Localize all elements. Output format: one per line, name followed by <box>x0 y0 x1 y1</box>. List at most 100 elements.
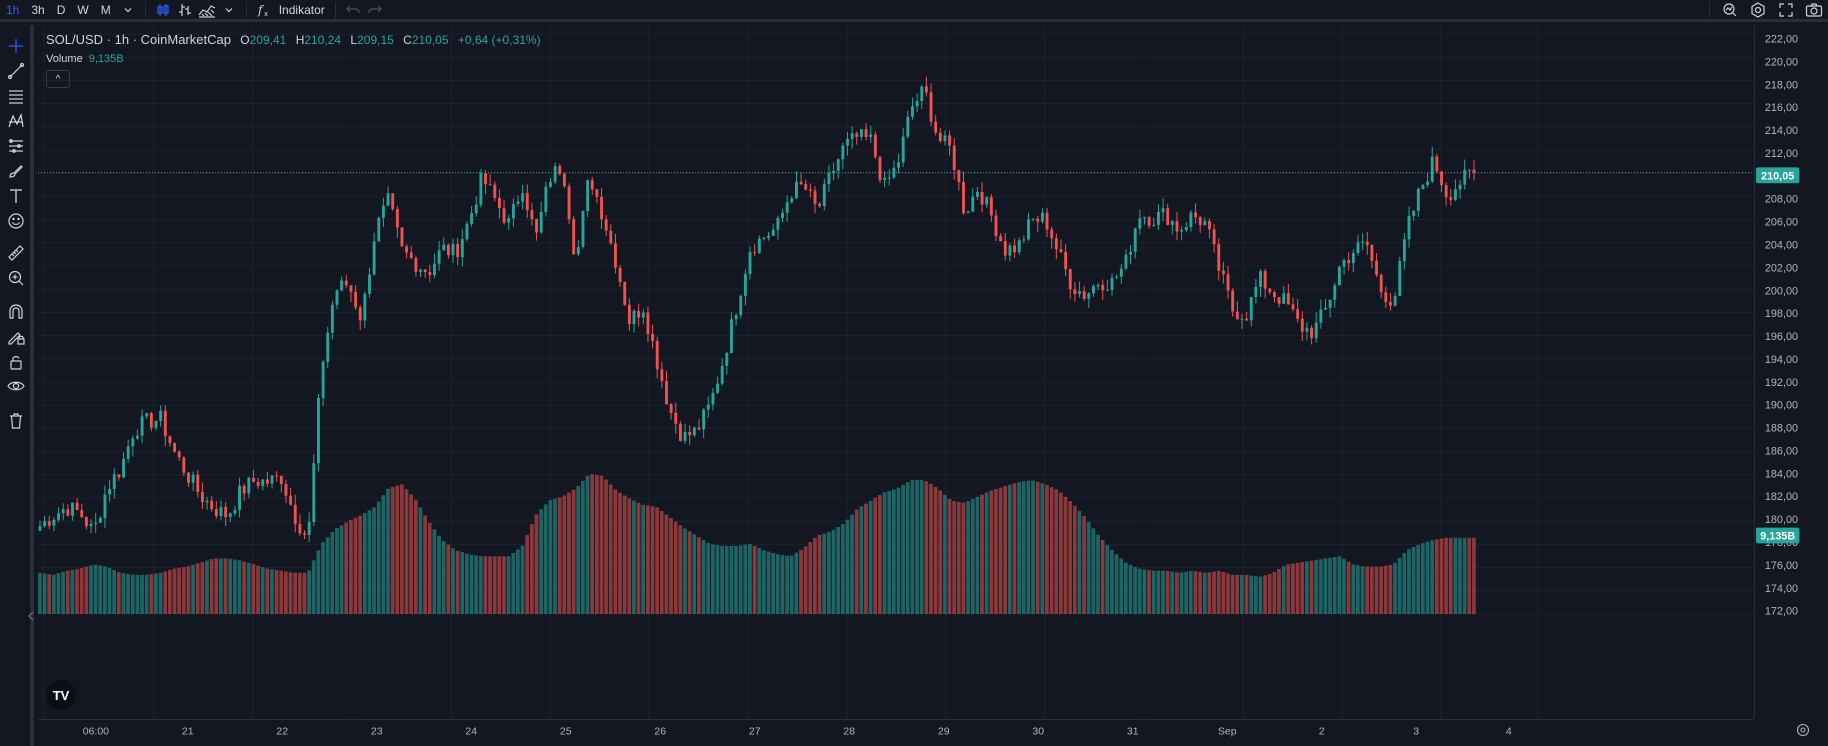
fullscreen-icon[interactable] <box>1772 0 1800 20</box>
trend-line-icon[interactable] <box>5 60 27 82</box>
search-chart-icon[interactable] <box>1716 0 1744 20</box>
candle-body <box>544 186 548 212</box>
emoji-icon[interactable] <box>5 210 27 232</box>
candle-body <box>1027 219 1030 240</box>
candle-body <box>43 521 47 527</box>
volume-bar <box>418 507 423 614</box>
timeframe-w-button[interactable]: W <box>77 2 89 17</box>
candle-body <box>1092 286 1095 294</box>
volume-bar <box>1416 544 1421 614</box>
ruler-icon[interactable] <box>5 242 27 264</box>
volume-bar <box>167 569 172 614</box>
candle-body <box>335 290 339 305</box>
volume-bar <box>325 537 330 614</box>
area-icon[interactable] <box>196 0 218 20</box>
lock-drawing-icon[interactable] <box>5 326 27 348</box>
volume-bar <box>794 552 799 614</box>
candle-body <box>781 212 784 219</box>
tradingview-logo[interactable]: TV <box>46 680 76 710</box>
settings-icon[interactable] <box>1796 723 1810 742</box>
candle-body <box>1365 241 1369 246</box>
candle-body <box>1291 304 1295 310</box>
volume-bar <box>636 502 641 614</box>
volume-bar <box>423 515 427 614</box>
camera-icon[interactable] <box>1800 0 1828 20</box>
candle-body <box>154 420 158 428</box>
volume-bar <box>664 514 669 614</box>
chart-grid <box>38 25 1754 719</box>
volume-bar <box>75 569 79 614</box>
volume-bar <box>1253 576 1258 614</box>
volume-bar <box>228 558 233 614</box>
volume-bar <box>766 551 771 614</box>
candle-body <box>614 243 617 268</box>
timeframe-m-button[interactable]: M <box>100 2 111 17</box>
price-axis[interactable]: 222,00 220,00 218,00 216,00 214,00 212,00 210,… <box>1754 25 1828 719</box>
volume-bar <box>989 490 994 614</box>
horizontal-lines-icon[interactable] <box>5 85 27 107</box>
fib-icon[interactable] <box>5 135 27 157</box>
collapse-legend-button[interactable]: ^ <box>46 70 70 88</box>
candle-body <box>674 412 678 424</box>
time-tick-label: 2 <box>1319 725 1325 737</box>
text-icon[interactable] <box>5 185 27 207</box>
candle-body <box>748 252 752 275</box>
volume-bar <box>400 484 404 614</box>
candle-body <box>558 166 562 174</box>
price-tick-label: 184,00 <box>1765 468 1798 480</box>
volume-bar <box>683 528 687 614</box>
undo-icon[interactable] <box>342 0 364 20</box>
volume-label[interactable]: Volume <box>46 53 83 65</box>
volume-bar <box>376 501 381 614</box>
chevron-down-icon[interactable] <box>218 0 240 20</box>
candle-body <box>646 312 650 335</box>
candle-body <box>739 295 743 316</box>
timeframe-d-button[interactable]: D <box>56 2 66 17</box>
candle-body <box>159 410 163 421</box>
volume-bar <box>896 487 901 614</box>
indicator-button[interactable]: Indikator <box>278 2 325 17</box>
time-axis[interactable]: 06:00 21 22 23 24 25 26 27 28 29 30 31 Sep 2 3 4 <box>38 719 1754 741</box>
candle-body <box>576 246 580 255</box>
candle-body <box>307 521 311 536</box>
candles-icon[interactable] <box>152 0 174 20</box>
candle-body <box>368 274 371 294</box>
toolbar-divider <box>1709 2 1710 18</box>
price-chart[interactable] <box>38 25 1754 719</box>
volume-bar <box>265 568 270 614</box>
lock-icon[interactable] <box>5 351 27 373</box>
collapse-toolbar-icon[interactable] <box>27 605 35 627</box>
candle-body <box>479 173 483 205</box>
candle-body <box>1449 197 1453 200</box>
magnet-icon[interactable] <box>5 301 27 323</box>
chevron-down-icon[interactable] <box>117 0 139 20</box>
candle-body <box>836 159 840 171</box>
timeframe-1h-button[interactable]: 1h <box>6 2 20 17</box>
volume-bar <box>1444 537 1448 614</box>
eye-icon[interactable] <box>5 375 27 397</box>
candle-body <box>883 177 887 180</box>
volume-bar <box>460 552 465 614</box>
settings-icon[interactable] <box>1744 0 1772 20</box>
volume-bar <box>859 506 864 614</box>
volume-bar <box>181 567 186 614</box>
volume-bar <box>330 532 335 614</box>
volume-bar <box>270 569 274 614</box>
symbol-title[interactable]: SOL/USD · 1h · CoinMarketCap <box>46 32 231 47</box>
volume-bar <box>943 494 947 614</box>
timeframe-3h-button[interactable]: 3h <box>31 2 45 17</box>
trash-icon[interactable] <box>5 410 27 432</box>
crosshair-icon[interactable] <box>5 35 27 57</box>
volume-bar <box>673 521 678 614</box>
candle-body <box>799 181 803 185</box>
candle-body <box>340 280 344 291</box>
bars-icon[interactable] <box>174 0 196 20</box>
pattern-icon[interactable] <box>5 110 27 132</box>
volume-bar <box>1365 566 1370 614</box>
redo-icon[interactable] <box>364 0 386 20</box>
brush-icon[interactable] <box>5 160 27 182</box>
volume-bar <box>478 556 483 614</box>
zoom-in-icon[interactable] <box>5 267 27 289</box>
volume-bar <box>659 510 664 614</box>
